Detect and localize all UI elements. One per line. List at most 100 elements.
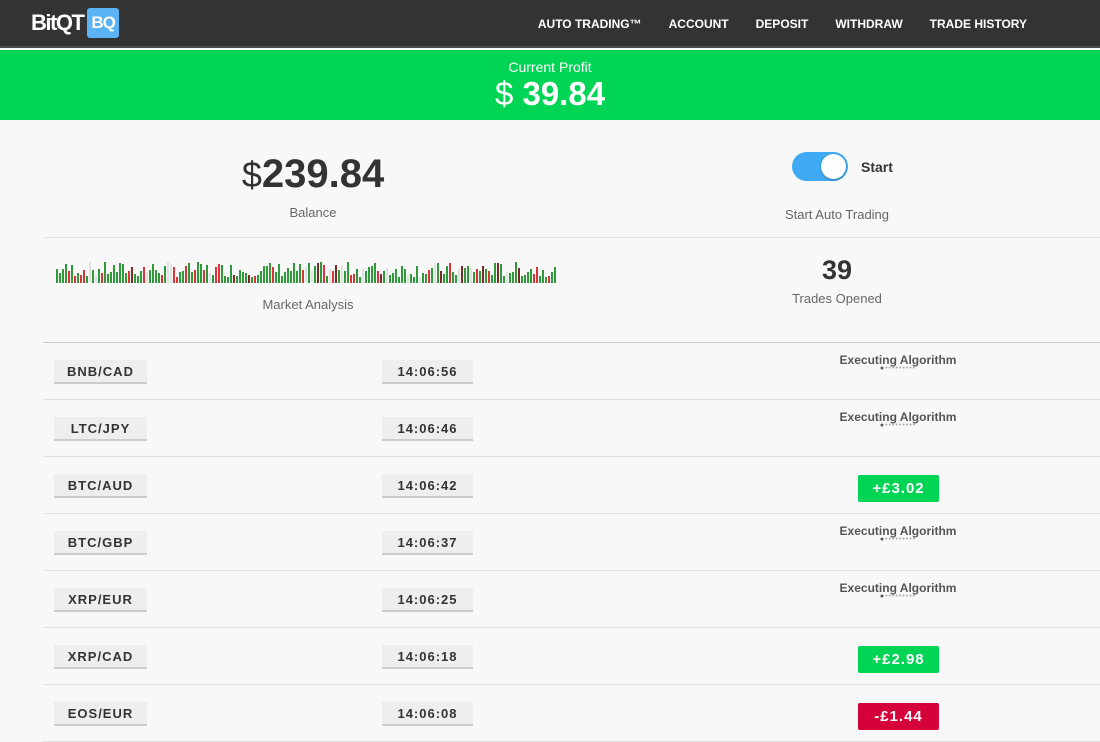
logo[interactable]: BitQT BQ: [31, 8, 119, 38]
market-bar: [473, 271, 475, 283]
market-bar: [395, 269, 397, 283]
market-bar: [524, 274, 526, 283]
divider: [43, 237, 1100, 238]
market-bar: [59, 273, 61, 283]
trade-time: 14:06:08: [382, 702, 473, 726]
top-nav-bar: BitQT BQ AUTO TRADING™ ACCOUNT DEPOSIT W…: [0, 0, 1100, 48]
market-bar: [176, 276, 178, 283]
market-bar: [407, 275, 409, 283]
current-profit-banner: Current Profit $ 39.84: [0, 50, 1100, 120]
market-bar: [335, 265, 337, 283]
market-bar: [290, 271, 292, 283]
nav-withdraw[interactable]: WITHDRAW: [835, 17, 903, 31]
market-bar: [515, 262, 517, 283]
market-bar: [182, 271, 184, 283]
market-bar: [119, 263, 121, 283]
market-bar: [374, 263, 376, 283]
market-bar: [155, 270, 157, 283]
market-bar: [320, 262, 322, 283]
progress-dots-icon: ●•••••••••: [879, 593, 917, 600]
trade-result-badge: +£2.98: [858, 646, 939, 673]
market-bar: [86, 276, 88, 283]
market-bar: [455, 274, 457, 283]
market-bar: [281, 275, 283, 283]
market-bar: [89, 262, 91, 283]
market-bar: [341, 266, 343, 283]
market-bar: [161, 275, 163, 283]
market-bar: [323, 264, 325, 283]
market-bar: [194, 270, 196, 283]
market-bar: [224, 276, 226, 283]
market-bar: [365, 271, 367, 283]
market-bar: [110, 272, 112, 283]
currency-symbol: $: [241, 154, 262, 195]
market-bar: [500, 264, 502, 283]
market-bar: [317, 263, 319, 283]
market-analysis-label: Market Analysis: [262, 297, 354, 312]
market-bar: [554, 266, 556, 283]
trade-result-badge: -£1.44: [858, 703, 939, 730]
market-bar: [167, 262, 169, 283]
market-bar: [272, 267, 274, 283]
current-profit-value: $ 39.84: [0, 75, 1100, 113]
market-bar: [251, 277, 253, 283]
market-bar: [65, 263, 67, 283]
market-bar: [458, 267, 460, 283]
market-bar: [191, 271, 193, 283]
balance-label: Balance: [289, 205, 337, 220]
market-bar: [539, 275, 541, 283]
market-bar: [356, 269, 358, 283]
market-bar: [332, 271, 334, 283]
market-bar: [386, 268, 388, 283]
trade-time: 14:06:42: [382, 474, 473, 498]
balance-value: $239.84: [213, 152, 413, 197]
currency-symbol: $: [494, 75, 514, 112]
market-bar: [311, 270, 313, 283]
nav-deposit[interactable]: DEPOSIT: [755, 17, 809, 31]
auto-trading-toggle[interactable]: [792, 152, 848, 181]
market-bar: [101, 272, 103, 283]
market-bar: [401, 265, 403, 283]
nav-trade-history[interactable]: TRADE HISTORY: [929, 17, 1027, 31]
balance-panel: $239.84 Balance: [213, 152, 413, 220]
progress-dots-icon: ●•••••••••: [879, 365, 917, 372]
market-bar: [542, 269, 544, 283]
currency-pair: BTC/GBP: [54, 531, 147, 555]
market-bar: [302, 269, 304, 283]
market-bar: [308, 262, 310, 283]
market-bar: [521, 276, 523, 283]
market-bar: [329, 268, 331, 283]
market-bar: [509, 273, 511, 283]
market-bar: [428, 269, 430, 283]
market-bar: [518, 267, 520, 283]
market-bar: [434, 262, 436, 283]
market-bar: [212, 274, 214, 283]
market-bar: [347, 262, 349, 283]
market-bar: [158, 273, 160, 283]
market-bar: [152, 264, 154, 283]
market-bar: [404, 268, 406, 283]
market-bar: [245, 272, 247, 283]
nav-auto-trading[interactable]: AUTO TRADING™: [537, 17, 642, 31]
trades-opened-count: 39: [821, 255, 853, 285]
market-bar: [242, 271, 244, 283]
market-bar: [116, 271, 118, 283]
trade-row: BTC/AUD 14:06:42 +£3.02: [43, 457, 1100, 514]
progress-dots-icon: ●•••••••••: [879, 536, 917, 543]
market-bar: [173, 267, 175, 283]
market-bar: [512, 271, 514, 283]
market-bar: [452, 271, 454, 283]
market-bar: [371, 265, 373, 283]
market-bar: [530, 269, 532, 283]
market-bar: [326, 275, 328, 283]
market-bar: [461, 266, 463, 283]
trades-opened-label: Trades Opened: [792, 291, 882, 306]
trade-result-badge: +£3.02: [858, 475, 939, 502]
market-bar: [416, 266, 418, 283]
market-bar: [266, 265, 268, 283]
nav-account[interactable]: ACCOUNT: [668, 17, 729, 31]
market-bar: [92, 270, 94, 283]
market-bar: [293, 263, 295, 283]
market-bar: [164, 265, 166, 283]
market-bar: [338, 270, 340, 283]
